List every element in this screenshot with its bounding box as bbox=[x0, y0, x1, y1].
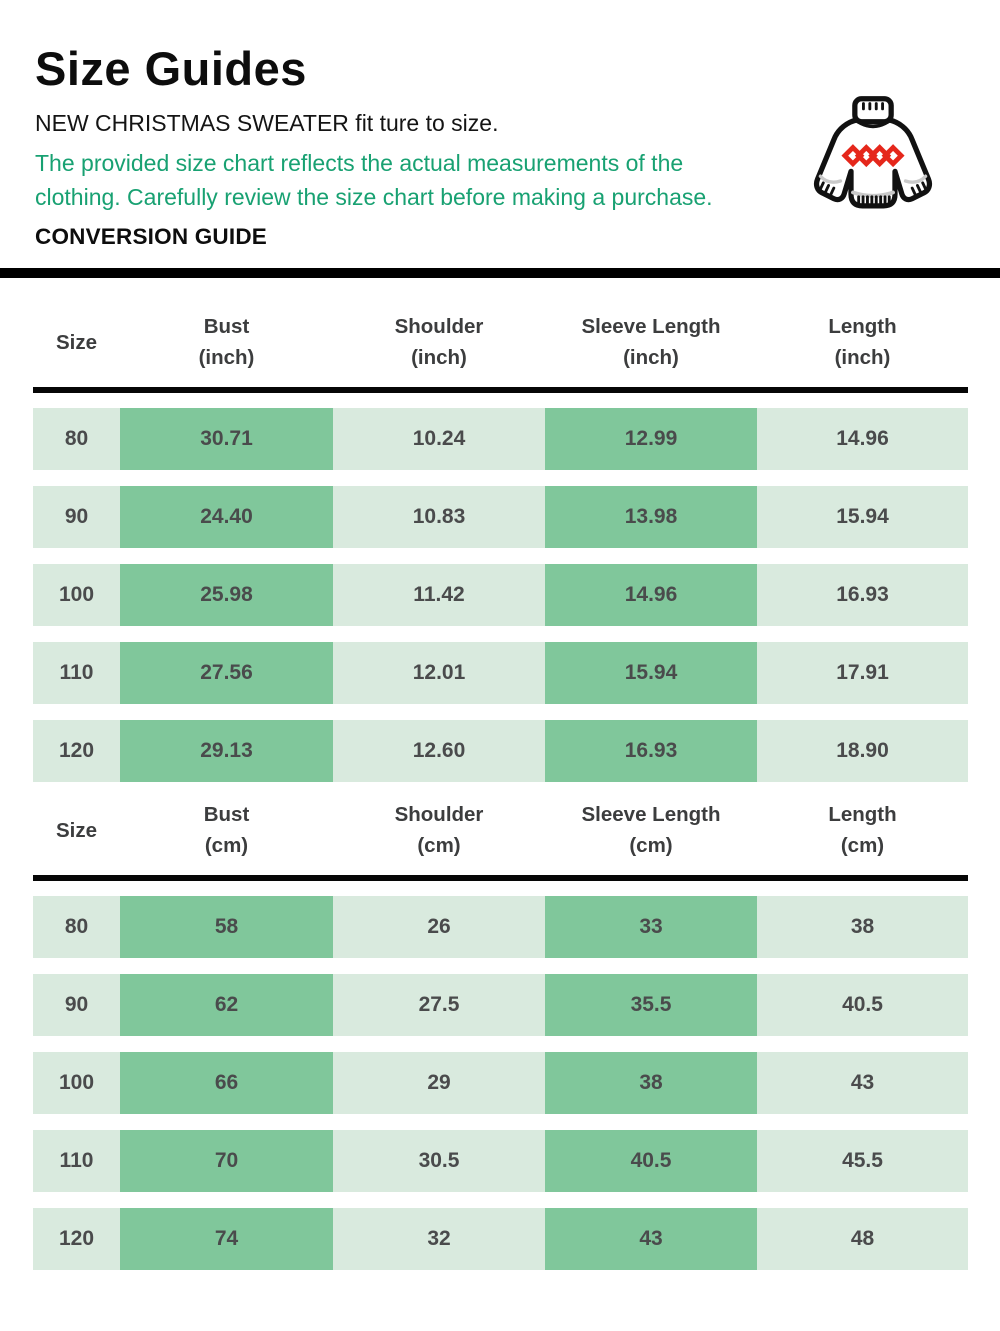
column-header-size: Size bbox=[55, 330, 98, 354]
measurement-value: 10.83 bbox=[333, 486, 545, 549]
measurement-value: 43 bbox=[757, 1052, 968, 1115]
column-header-bust: Bust (inch) bbox=[198, 315, 255, 370]
measurement-value: 13.98 bbox=[545, 486, 757, 549]
measurement-value: 11.42 bbox=[333, 564, 545, 627]
table-body-cm: 80 58 26 33 38 90 62 27.5 35.5 40.5 100 66 29 38 43 110… bbox=[33, 896, 968, 1271]
column-header-shoulder: Shoulder (cm) bbox=[394, 803, 484, 858]
measurement-value: 35.5 bbox=[545, 974, 757, 1037]
size-chart-description: The provided size chart reflects the act… bbox=[35, 150, 713, 211]
size-value: 90 bbox=[33, 486, 120, 549]
section-divider-bar bbox=[0, 268, 1000, 279]
size-table-inch: Size Bust (inch) Shoulder (inch) Sleeve Lengt… bbox=[33, 310, 968, 783]
table-row: 110 27.56 12.01 15.94 17.91 bbox=[33, 642, 968, 705]
measurement-value: 24.40 bbox=[120, 486, 333, 549]
sweater-icon-svg bbox=[813, 96, 933, 209]
column-header-length: Length (cm) bbox=[828, 803, 897, 858]
measurement-value: 14.96 bbox=[757, 408, 968, 471]
measurement-value: 16.93 bbox=[545, 720, 757, 783]
measurement-value: 40.5 bbox=[757, 974, 968, 1037]
column-header-sleeve-length: Sleeve Length (inch) bbox=[581, 315, 721, 370]
measurement-value: 32 bbox=[333, 1208, 545, 1271]
table-row: 100 66 29 38 43 bbox=[33, 1052, 968, 1115]
measurement-value: 10.24 bbox=[333, 408, 545, 471]
table-row: 120 29.13 12.60 16.93 18.90 bbox=[33, 720, 968, 783]
measurement-value: 29 bbox=[333, 1052, 545, 1115]
size-value: 100 bbox=[33, 564, 120, 627]
measurement-value: 74 bbox=[120, 1208, 333, 1271]
measurement-value: 12.99 bbox=[545, 408, 757, 471]
measurement-value: 38 bbox=[757, 896, 968, 959]
column-header-shoulder: Shoulder (inch) bbox=[394, 315, 484, 370]
table-header-underline bbox=[33, 875, 968, 882]
measurement-value: 48 bbox=[757, 1208, 968, 1271]
table-row: 80 58 26 33 38 bbox=[33, 896, 968, 959]
table-header-row-cm: Size Bust (cm) Shoulder (cm) Sleeve Length (cm… bbox=[33, 798, 968, 862]
size-value: 80 bbox=[33, 408, 120, 471]
table-row: 80 30.71 10.24 12.99 14.96 bbox=[33, 408, 968, 471]
christmas-sweater-icon bbox=[808, 93, 938, 225]
size-value: 100 bbox=[33, 1052, 120, 1115]
column-header-sleeve-length: Sleeve Length (cm) bbox=[581, 803, 721, 858]
table-header-underline bbox=[33, 387, 968, 394]
size-table-cm: Size Bust (cm) Shoulder (cm) Sleeve Length (cm… bbox=[33, 798, 968, 1271]
column-header-length: Length (inch) bbox=[828, 315, 897, 370]
measurement-value: 30.71 bbox=[120, 408, 333, 471]
measurement-value: 15.94 bbox=[545, 642, 757, 705]
measurement-value: 27.5 bbox=[333, 974, 545, 1037]
measurement-value: 12.60 bbox=[333, 720, 545, 783]
measurement-value: 18.90 bbox=[757, 720, 968, 783]
measurement-value: 70 bbox=[120, 1130, 333, 1193]
page-title: Size Guides bbox=[35, 42, 307, 95]
measurement-value: 29.13 bbox=[120, 720, 333, 783]
measurement-value: 15.94 bbox=[757, 486, 968, 549]
table-row: 100 25.98 11.42 14.96 16.93 bbox=[33, 564, 968, 627]
measurement-value: 14.96 bbox=[545, 564, 757, 627]
table-body-inch: 80 30.71 10.24 12.99 14.96 90 24.40 10.83 13.98 1… bbox=[33, 408, 968, 783]
measurement-value: 17.91 bbox=[757, 642, 968, 705]
size-value: 110 bbox=[33, 642, 120, 705]
conversion-tables: Size Bust (inch) Shoulder (inch) Sleeve Lengt… bbox=[33, 310, 968, 1271]
table-row: 120 74 32 43 48 bbox=[33, 1208, 968, 1271]
size-value: 90 bbox=[33, 974, 120, 1037]
measurement-value: 45.5 bbox=[757, 1130, 968, 1193]
measurement-value: 16.93 bbox=[757, 564, 968, 627]
size-value: 120 bbox=[33, 720, 120, 783]
column-header-size: Size bbox=[55, 818, 98, 842]
conversion-guide-label: CONVERSION GUIDE bbox=[35, 224, 267, 250]
measurement-value: 38 bbox=[545, 1052, 757, 1115]
size-value: 120 bbox=[33, 1208, 120, 1271]
measurement-value: 58 bbox=[120, 896, 333, 959]
table-header-row-inch: Size Bust (inch) Shoulder (inch) Sleeve Lengt… bbox=[33, 310, 968, 374]
measurement-value: 43 bbox=[545, 1208, 757, 1271]
measurement-value: 33 bbox=[545, 896, 757, 959]
measurement-value: 12.01 bbox=[333, 642, 545, 705]
measurement-value: 40.5 bbox=[545, 1130, 757, 1193]
measurement-value: 30.5 bbox=[333, 1130, 545, 1193]
table-row: 90 24.40 10.83 13.98 15.94 bbox=[33, 486, 968, 549]
page-header: Size Guides NEW CHRISTMAS SWEATER fit tu… bbox=[0, 0, 1000, 250]
table-row: 90 62 27.5 35.5 40.5 bbox=[33, 974, 968, 1037]
fit-note-text: NEW CHRISTMAS SWEATER fit ture to size. bbox=[35, 110, 499, 137]
measurement-value: 27.56 bbox=[120, 642, 333, 705]
measurement-value: 25.98 bbox=[120, 564, 333, 627]
measurement-value: 26 bbox=[333, 896, 545, 959]
measurement-value: 62 bbox=[120, 974, 333, 1037]
size-value: 80 bbox=[33, 896, 120, 959]
table-row: 110 70 30.5 40.5 45.5 bbox=[33, 1130, 968, 1193]
size-value: 110 bbox=[33, 1130, 120, 1193]
measurement-value: 66 bbox=[120, 1052, 333, 1115]
column-header-bust: Bust (cm) bbox=[203, 803, 250, 858]
